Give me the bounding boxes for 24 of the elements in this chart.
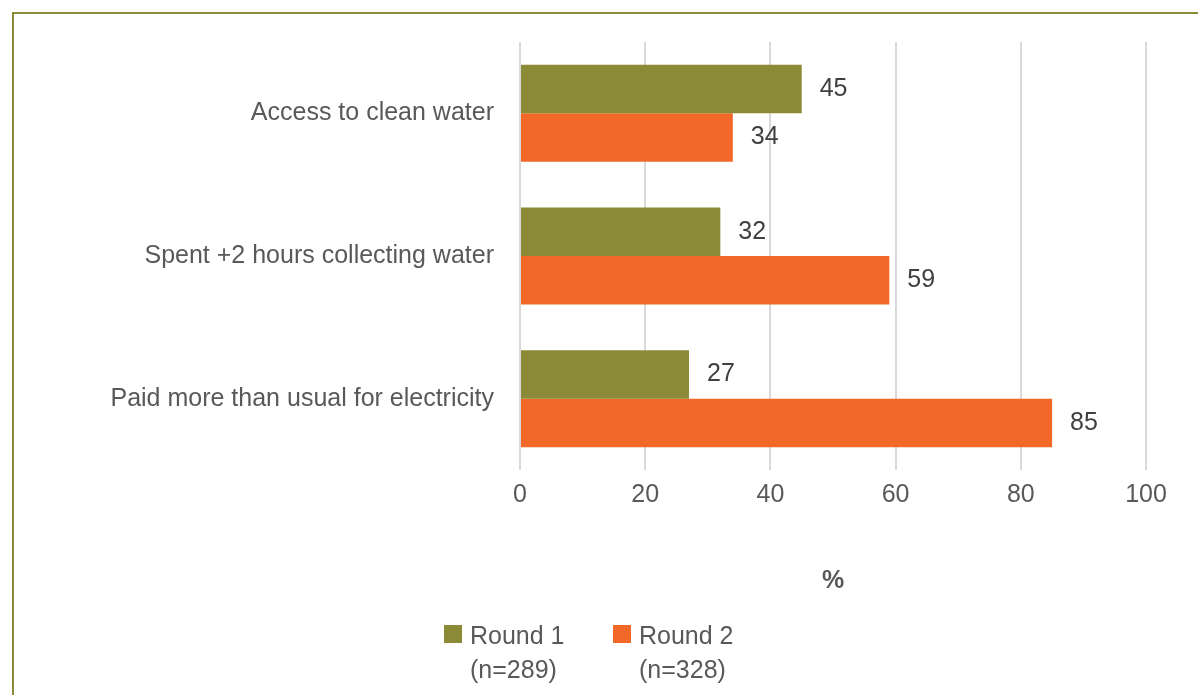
data-label: 32 <box>738 215 767 244</box>
data-label: 59 <box>907 264 936 293</box>
bar <box>521 256 890 305</box>
x-tick-label: 40 <box>756 478 785 507</box>
bar <box>521 113 733 162</box>
bar <box>521 350 690 399</box>
y-tick-label: Paid more than usual for electricity <box>110 382 495 411</box>
data-label: 85 <box>1070 406 1098 435</box>
x-tick-label: 80 <box>1006 478 1035 507</box>
x-tick-label: 60 <box>881 478 910 507</box>
bar <box>521 207 721 256</box>
data-label: 27 <box>707 358 735 387</box>
x-axis-title: % <box>821 564 845 593</box>
bar <box>521 398 1053 448</box>
y-tick-label: Spent +2 hours collecting water <box>144 239 494 268</box>
bar <box>521 64 802 114</box>
x-tick-label: 100 <box>1125 478 1167 507</box>
data-label: 45 <box>819 72 848 101</box>
legend-label: Round 2 (n=328) <box>639 620 735 685</box>
x-tick-label: 0 <box>513 478 527 507</box>
x-tick-label: 20 <box>631 478 660 507</box>
legend-label: Round 1 (n=289) <box>470 620 566 685</box>
data-label: 34 <box>750 121 779 150</box>
y-tick-label: Access to clean water <box>250 97 494 126</box>
